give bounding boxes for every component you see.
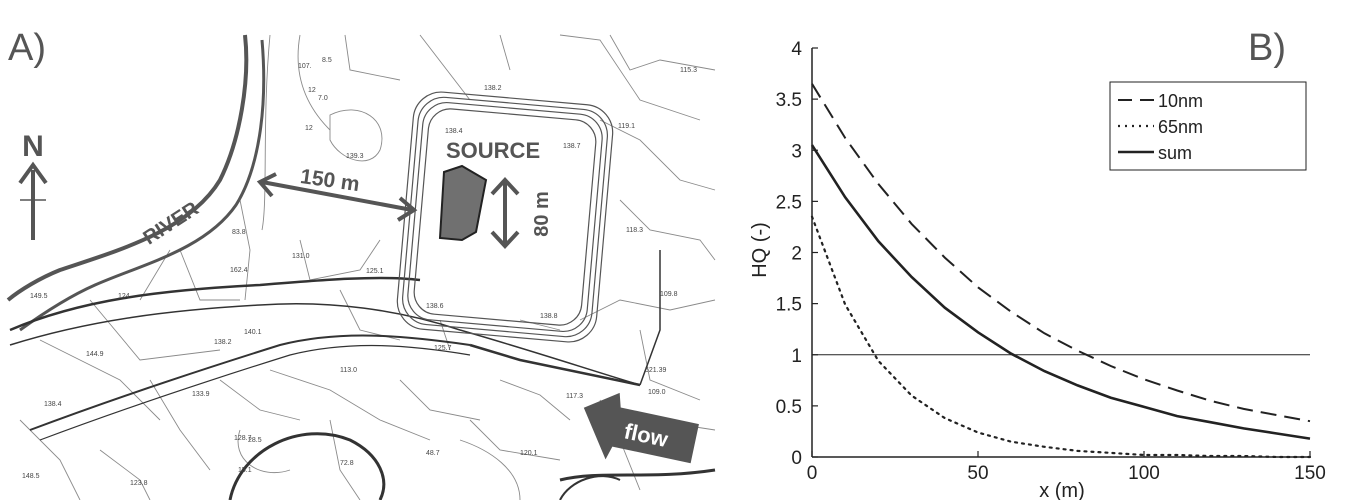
elevation-label: 109.0 bbox=[648, 389, 666, 396]
elevation-label: 128.7 bbox=[234, 435, 252, 442]
elevation-label: 138.4 bbox=[44, 401, 62, 408]
elevation-label: 72.8 bbox=[340, 460, 354, 467]
cadastral-lines bbox=[19, 34, 716, 500]
elevation-label: 117.3 bbox=[566, 393, 583, 400]
elevation-label: 7.0 bbox=[318, 95, 328, 102]
source-label: SOURCE bbox=[446, 138, 540, 163]
elevation-label: 125.1 bbox=[366, 268, 384, 275]
elevation-label: 138.2 bbox=[214, 339, 232, 346]
north-label: N bbox=[22, 130, 44, 163]
elevation-label: 144.9 bbox=[86, 351, 104, 358]
elevation-label: 113.0 bbox=[340, 367, 357, 374]
elevation-label: 140.1 bbox=[244, 329, 262, 336]
elevation-label: 139.3 bbox=[346, 153, 364, 160]
elevation-label: 12 bbox=[308, 87, 316, 94]
elevation-label: 125.7 bbox=[434, 345, 452, 352]
elevation-label: 118.3 bbox=[626, 227, 643, 234]
panel-label-a: A) bbox=[8, 27, 46, 69]
y-tick-label: 3 bbox=[791, 141, 802, 162]
x-tick-label: 0 bbox=[807, 463, 818, 484]
river-bank-outer bbox=[6, 34, 249, 302]
roads bbox=[9, 250, 716, 500]
elevation-label: 115.3 bbox=[680, 67, 697, 74]
legend-box bbox=[1109, 81, 1307, 171]
legend-label: 65nm bbox=[1158, 117, 1203, 137]
elevation-label: 107. bbox=[298, 63, 312, 70]
elevation-label: 109.8 bbox=[660, 291, 678, 298]
elevation-label: 15.1 bbox=[238, 467, 252, 474]
x-tick-label: 50 bbox=[967, 463, 988, 484]
y-tick-label: 2.5 bbox=[776, 192, 802, 213]
legend-label: 10nm bbox=[1158, 91, 1203, 111]
elevation-label: 12 bbox=[305, 125, 313, 132]
elevation-label: 148.5 bbox=[22, 473, 40, 480]
elevation-label: 48.7 bbox=[426, 450, 440, 457]
y-tick-label: 3.5 bbox=[776, 90, 802, 111]
x-tick-label: 150 bbox=[1294, 463, 1326, 484]
elevation-label: 138.6 bbox=[426, 303, 444, 310]
y-tick-label: 2 bbox=[791, 244, 802, 265]
elevation-label: 138.4 bbox=[445, 128, 463, 135]
chart-series bbox=[810, 83, 1312, 459]
elevation-label: 133.9 bbox=[192, 391, 210, 398]
hq-chart: 0 0.5 1 1.5 2 2.5 3 3.5 4 0 50 100 150 B) x (m) HQ (… bbox=[720, 0, 1345, 500]
elevation-label: 162.4 bbox=[230, 267, 248, 274]
elevation-label: 138.2 bbox=[484, 85, 502, 92]
map-panel: 107. 8.5 12 7.0 12 139.3 138.2 138.4 138… bbox=[6, 27, 716, 500]
elevation-label: 138.7 bbox=[563, 143, 581, 150]
flow-arrow-icon bbox=[583, 392, 699, 464]
elevation-label: 521.39 bbox=[645, 367, 667, 374]
y-tick-label: 1 bbox=[791, 346, 802, 367]
size-label: 80 m bbox=[531, 191, 553, 237]
elevation-label: 83.8 bbox=[232, 229, 246, 236]
elevation-label: 8.5 bbox=[322, 57, 332, 64]
source-area bbox=[438, 164, 488, 242]
elevation-label: 120.1 bbox=[520, 450, 538, 457]
north-arrow-icon bbox=[18, 161, 48, 240]
chart-ticks: 0 0.5 1 1.5 2 2.5 3 3.5 4 0 50 100 150 bbox=[776, 39, 1326, 484]
y-tick-label: 0.5 bbox=[776, 397, 802, 418]
series-line-65nm bbox=[810, 215, 1312, 459]
distance-arrow bbox=[256, 172, 418, 222]
series-line-10nm bbox=[811, 83, 1311, 423]
elevation-label: 138.8 bbox=[540, 313, 558, 320]
y-tick-label: 1.5 bbox=[776, 295, 802, 316]
panel-label-b: B) bbox=[1248, 27, 1286, 69]
y-tick-label: 4 bbox=[791, 39, 802, 60]
x-axis-label: x (m) bbox=[1039, 480, 1085, 500]
elevation-label: 123.8 bbox=[130, 480, 148, 487]
river-bank-inner bbox=[19, 39, 266, 332]
elevation-labels: 107. 8.5 12 7.0 12 139.3 138.2 138.4 138… bbox=[22, 57, 697, 487]
size-arrow bbox=[490, 177, 520, 249]
chart-legend: 10nm 65nm sum bbox=[1109, 81, 1307, 171]
elevation-label: 119.1 bbox=[618, 123, 635, 130]
elevation-label: 124 bbox=[118, 293, 130, 300]
y-axis-label: HQ (-) bbox=[749, 222, 771, 278]
x-tick-label: 100 bbox=[1128, 463, 1160, 484]
elevation-label: 28.5 bbox=[248, 437, 262, 444]
legend-label: sum bbox=[1158, 143, 1192, 163]
series-line-sum bbox=[810, 144, 1311, 440]
elevation-label: 131.0 bbox=[292, 253, 310, 260]
elevation-label: 149.5 bbox=[30, 293, 48, 300]
y-tick-label: 0 bbox=[791, 448, 802, 469]
